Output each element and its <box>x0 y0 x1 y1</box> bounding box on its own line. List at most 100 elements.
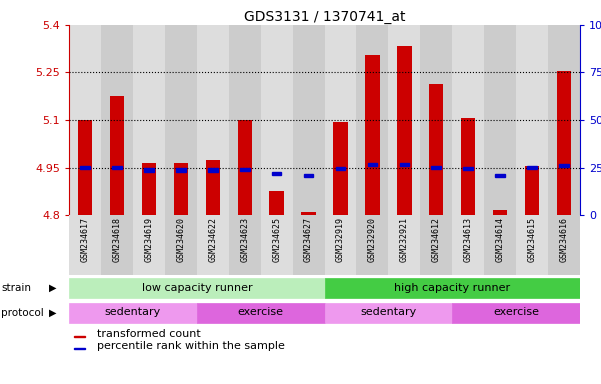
Bar <box>516 25 548 215</box>
Bar <box>101 215 133 275</box>
Bar <box>197 303 325 323</box>
Bar <box>325 215 356 275</box>
Text: exercise: exercise <box>493 308 539 318</box>
Text: GSM234618: GSM234618 <box>112 217 121 262</box>
Text: GSM234612: GSM234612 <box>432 217 441 262</box>
Text: GSM234627: GSM234627 <box>304 217 313 262</box>
Bar <box>208 169 218 172</box>
Bar <box>484 25 516 215</box>
Bar <box>356 25 388 215</box>
Bar <box>69 25 101 215</box>
Text: GSM232919: GSM232919 <box>336 217 345 262</box>
Bar <box>75 348 85 349</box>
Bar <box>397 46 412 215</box>
Bar <box>112 166 122 169</box>
Bar <box>325 303 453 323</box>
Bar <box>176 169 186 172</box>
Bar <box>261 25 293 215</box>
Bar <box>548 215 580 275</box>
Bar <box>388 215 420 275</box>
Bar <box>133 215 165 275</box>
Bar <box>229 25 261 215</box>
Bar <box>75 336 85 337</box>
Text: protocol: protocol <box>1 308 44 318</box>
Text: low capacity runner: low capacity runner <box>141 283 252 293</box>
Text: strain: strain <box>1 283 31 293</box>
Bar <box>304 174 313 177</box>
Text: GSM234623: GSM234623 <box>240 217 249 262</box>
Bar <box>365 55 380 215</box>
Bar <box>165 25 197 215</box>
Bar <box>165 215 197 275</box>
Bar <box>453 25 484 215</box>
Bar <box>229 215 261 275</box>
Bar <box>429 84 444 215</box>
Bar <box>240 168 249 171</box>
Text: GSM234615: GSM234615 <box>528 217 537 262</box>
Text: sedentary: sedentary <box>360 308 416 318</box>
Text: GSM234616: GSM234616 <box>560 217 569 262</box>
Bar <box>69 303 197 323</box>
Text: high capacity runner: high capacity runner <box>394 283 510 293</box>
Text: exercise: exercise <box>237 308 284 318</box>
Text: GSM234625: GSM234625 <box>272 217 281 262</box>
Bar <box>463 167 473 170</box>
Bar <box>110 96 124 215</box>
Bar <box>557 71 571 215</box>
Bar <box>493 210 507 215</box>
Bar <box>293 25 325 215</box>
Bar <box>237 120 252 215</box>
Bar <box>420 215 453 275</box>
Bar <box>516 215 548 275</box>
Text: GSM232921: GSM232921 <box>400 217 409 262</box>
Bar <box>495 174 505 177</box>
Text: GSM232920: GSM232920 <box>368 217 377 262</box>
Bar <box>432 166 441 169</box>
Bar <box>78 120 93 215</box>
Text: GSM234619: GSM234619 <box>144 217 153 262</box>
Bar <box>527 166 537 169</box>
Bar <box>81 166 90 169</box>
Bar <box>293 215 325 275</box>
Bar <box>197 25 229 215</box>
Bar <box>325 25 356 215</box>
Text: transformed count: transformed count <box>97 329 201 339</box>
Bar <box>356 215 388 275</box>
Text: ▶: ▶ <box>49 283 56 293</box>
Bar <box>261 215 293 275</box>
Bar <box>388 25 420 215</box>
Bar <box>559 164 569 167</box>
Text: GSM234620: GSM234620 <box>176 217 185 262</box>
Bar <box>525 166 539 215</box>
Text: GSM234613: GSM234613 <box>464 217 473 262</box>
Title: GDS3131 / 1370741_at: GDS3131 / 1370741_at <box>244 10 405 24</box>
Text: GSM234622: GSM234622 <box>209 217 218 262</box>
Text: GSM234617: GSM234617 <box>81 217 90 262</box>
Bar <box>400 163 409 166</box>
Bar <box>272 172 281 175</box>
Bar <box>174 163 188 215</box>
Bar <box>461 118 475 215</box>
Bar <box>269 191 284 215</box>
Bar <box>69 278 325 298</box>
Bar <box>325 278 580 298</box>
Bar <box>142 163 156 215</box>
Bar <box>69 215 101 275</box>
Bar <box>206 160 220 215</box>
Bar <box>144 169 154 172</box>
Text: ▶: ▶ <box>49 308 56 318</box>
Bar <box>334 122 348 215</box>
Text: GSM234614: GSM234614 <box>496 217 505 262</box>
Bar <box>301 212 316 215</box>
Bar <box>133 25 165 215</box>
Bar <box>453 215 484 275</box>
Bar <box>336 167 346 170</box>
Bar <box>548 25 580 215</box>
Text: sedentary: sedentary <box>105 308 161 318</box>
Bar <box>368 163 377 166</box>
Bar <box>453 303 580 323</box>
Bar <box>101 25 133 215</box>
Text: percentile rank within the sample: percentile rank within the sample <box>97 341 285 351</box>
Bar <box>197 215 229 275</box>
Bar <box>484 215 516 275</box>
